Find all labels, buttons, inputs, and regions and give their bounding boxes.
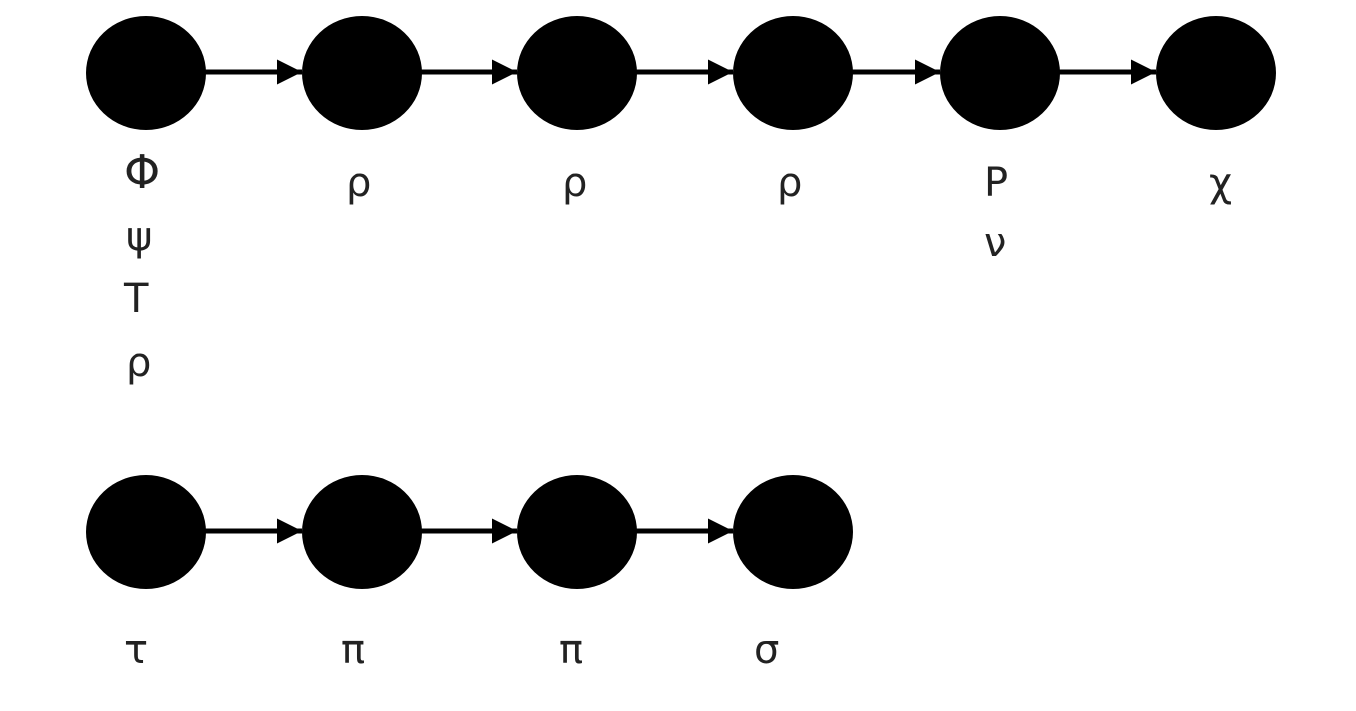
node-1-5 xyxy=(940,16,1060,130)
node-1-3 xyxy=(517,16,637,130)
node-1-5-label-1: P xyxy=(984,160,1008,206)
node-1-6 xyxy=(1156,16,1276,130)
node-1-5-label-2: ν xyxy=(984,220,1006,266)
node-1-1 xyxy=(86,16,206,130)
node-2-4-label-1: σ xyxy=(754,627,779,673)
node-2-3 xyxy=(517,475,637,589)
row-2: τ π π σ xyxy=(86,475,853,673)
node-1-4-label-1: ρ xyxy=(777,160,802,206)
node-2-2-label-1: π xyxy=(341,627,365,673)
node-1-1-label-2: ψ xyxy=(126,214,152,260)
node-2-1 xyxy=(86,475,206,589)
node-2-3-label-1: π xyxy=(559,627,583,673)
node-2-4 xyxy=(733,475,853,589)
node-1-1-label-4: ρ xyxy=(126,340,151,386)
node-2-2 xyxy=(302,475,422,589)
node-1-2 xyxy=(302,16,422,130)
node-1-2-label-1: ρ xyxy=(346,160,371,206)
node-1-4 xyxy=(733,16,853,130)
node-2-1-label-1: τ xyxy=(124,627,148,673)
node-1-1-label-1: Φ xyxy=(124,145,160,199)
row-1: Φ ψ T ρ ρ ρ ρ P ν χ xyxy=(86,16,1276,386)
node-1-1-label-3: T xyxy=(123,276,149,322)
node-1-6-label-1: χ xyxy=(1209,160,1232,206)
node-1-3-label-1: ρ xyxy=(562,160,587,206)
